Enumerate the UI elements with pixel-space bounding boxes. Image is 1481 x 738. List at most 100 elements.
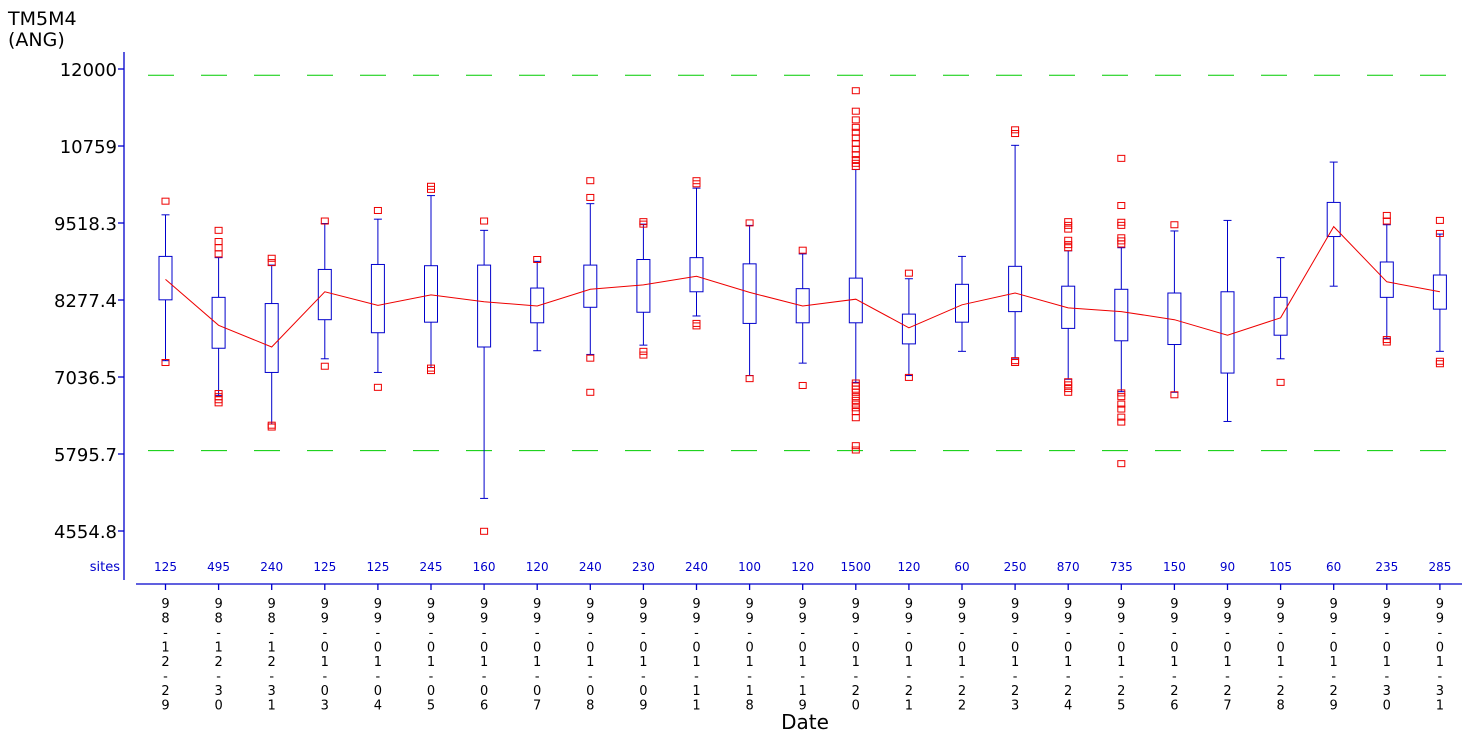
outlier-point — [692, 322, 701, 330]
x-tick-char: - — [1225, 626, 1230, 641]
outlier-point — [1064, 221, 1073, 229]
box-rect — [1432, 274, 1447, 310]
outlier-point — [1117, 405, 1126, 413]
outlier-point — [1117, 202, 1126, 210]
x-tick-char: 1 — [268, 699, 276, 714]
x-tick-char: 9 — [852, 612, 860, 627]
x-tick-char: - — [269, 670, 274, 685]
x-tick-char: 9 — [1064, 612, 1072, 627]
y-tick-label: 9518.3 — [54, 214, 117, 235]
outlier-point — [1117, 413, 1126, 421]
x-tick-label: 99-01-03 — [321, 597, 329, 714]
box-17 — [1008, 144, 1023, 359]
x-tick-char: 9 — [1117, 612, 1125, 627]
x-tick-char: - — [269, 626, 274, 641]
x-tick-char: 9 — [745, 597, 753, 612]
box-6 — [424, 195, 438, 368]
y-axis-label-line1: TM5M4 — [7, 8, 77, 30]
box-rect — [901, 313, 916, 345]
x-tick-char: 1 — [1436, 655, 1444, 670]
x-tick-char: 0 — [958, 641, 966, 656]
outlier-point — [320, 217, 329, 225]
x-tick-char: 9 — [1011, 612, 1019, 627]
x-tick-char: 9 — [374, 597, 382, 612]
x-tick-char: 0 — [639, 641, 647, 656]
site-count: 735 — [1110, 560, 1133, 574]
x-tick-char: 5 — [1117, 699, 1125, 714]
x-tick-char: 9 — [533, 612, 541, 627]
outlier-point — [904, 269, 913, 277]
box-rect — [370, 263, 385, 334]
box-rect — [317, 268, 332, 321]
outlier-point — [904, 373, 913, 381]
x-tick-char: 1 — [1011, 655, 1019, 670]
box-9 — [583, 203, 598, 355]
box-24 — [1379, 224, 1394, 339]
site-count: 100 — [738, 560, 761, 574]
x-tick-char: 1 — [268, 641, 276, 656]
box-13 — [795, 253, 810, 364]
mean-line — [165, 225, 1440, 348]
x-tick-char: 1 — [480, 655, 488, 670]
x-tick-label: 99-01-20 — [852, 597, 860, 714]
x-tick-char: 8 — [161, 612, 169, 627]
x-tick-char: - — [800, 626, 805, 641]
x-tick-char: 1 — [1117, 655, 1125, 670]
outlier-point — [586, 193, 595, 201]
box-1 — [158, 214, 173, 362]
x-tick-char: 0 — [1117, 641, 1125, 656]
x-tick-char: - — [853, 626, 858, 641]
x-tick-char: - — [907, 626, 912, 641]
x-tick-char: 1 — [905, 699, 913, 714]
outlier-point — [1011, 130, 1020, 138]
outlier-point — [639, 351, 648, 359]
x-tick-char: - — [960, 626, 965, 641]
box-rect — [477, 264, 492, 348]
x-tick-char: 0 — [480, 641, 488, 656]
x-tick-char: 0 — [799, 641, 807, 656]
x-tick-char: - — [641, 626, 646, 641]
site-count: 495 — [207, 560, 230, 574]
box-18 — [1061, 250, 1076, 380]
outlier-point — [586, 354, 595, 362]
outlier-point — [851, 393, 860, 401]
outlier-point — [1435, 216, 1444, 224]
x-tick-char: 0 — [1064, 641, 1072, 656]
outlier-point — [1064, 218, 1073, 226]
x-tick-char: 2 — [958, 699, 966, 714]
y-tick-label: 8277.4 — [54, 291, 117, 312]
outlier-point — [851, 156, 860, 164]
x-tick-char: 8 — [745, 699, 753, 714]
x-tick-char: 0 — [321, 684, 329, 699]
x-tick-char: 1 — [533, 655, 541, 670]
box-rect — [424, 265, 438, 323]
outlier-point — [214, 250, 223, 258]
box-rect — [158, 255, 173, 301]
x-tick-char: 9 — [533, 597, 541, 612]
site-count: 230 — [632, 560, 655, 574]
x-tick-char: 9 — [161, 597, 169, 612]
y-tick-label: 5795.7 — [54, 445, 117, 466]
x-tick-char: 3 — [1383, 684, 1391, 699]
x-tick-char: - — [641, 670, 646, 685]
x-tick-char: 9 — [958, 612, 966, 627]
x-tick-char: 9 — [799, 597, 807, 612]
x-tick-char: 1 — [905, 655, 913, 670]
x-tick-char: 1 — [321, 655, 329, 670]
site-count: 250 — [1004, 560, 1027, 574]
site-count: 90 — [1220, 560, 1235, 574]
x-axis — [136, 583, 1462, 590]
x-tick-char: - — [1278, 626, 1283, 641]
x-tick-char: 9 — [427, 597, 435, 612]
outlier-point — [851, 151, 860, 159]
x-tick-char: 1 — [799, 684, 807, 699]
x-tick-char: 0 — [692, 641, 700, 656]
x-tick-char: - — [535, 670, 540, 685]
x-tick-char: 2 — [1330, 684, 1338, 699]
box-rect — [1114, 288, 1129, 342]
outlier-point — [1011, 359, 1020, 367]
outlier-point — [480, 217, 489, 225]
x-tick-char: 9 — [852, 597, 860, 612]
x-tick-char: 9 — [586, 597, 594, 612]
x-tick-char: - — [1438, 670, 1443, 685]
